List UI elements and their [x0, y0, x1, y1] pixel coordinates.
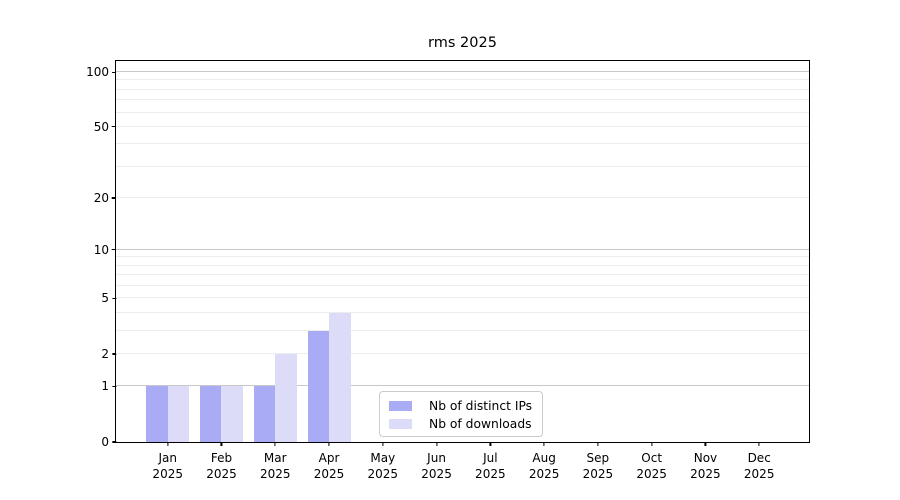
- y-tick: 20: [94, 191, 116, 205]
- y-tick-label: 10: [93, 242, 109, 257]
- bar-distinct-ips-feb: [199, 386, 222, 442]
- gridline-minor: [116, 256, 809, 258]
- x-tick-year: 2025: [421, 467, 452, 481]
- y-tick-mark: [112, 297, 116, 299]
- x-tick-mark: [435, 442, 438, 446]
- legend: Nb of distinct IPs Nb of downloads: [379, 391, 543, 437]
- x-tick-mark: [758, 442, 760, 446]
- x-tick-label-jan: Jan 2025: [152, 451, 183, 481]
- legend-swatch-distinct-ips: [389, 401, 412, 411]
- x-tick-label-feb: Feb 2025: [206, 451, 237, 481]
- gridline-minor: [116, 125, 809, 127]
- y-tick-mark: [112, 385, 116, 388]
- x-tick-mark: [328, 442, 330, 446]
- legend-label-downloads: Nb of downloads: [429, 417, 532, 431]
- x-tick-label-jun: Jun 2025: [421, 451, 452, 481]
- chart-title: rms 2025: [428, 35, 497, 51]
- bar-downloads-mar: [275, 353, 297, 442]
- x-tick-mark: [382, 442, 384, 446]
- gridline-minor: [116, 79, 809, 81]
- x-tick-year: 2025: [743, 467, 775, 481]
- x-tick-year: 2025: [636, 467, 667, 481]
- x-tick-label-oct: Oct 2025: [636, 451, 667, 481]
- x-tick-label-apr: Apr 2025: [313, 451, 345, 481]
- x-tick-mark: [167, 442, 169, 446]
- y-tick: 1: [101, 379, 116, 393]
- y-tick-mark: [112, 126, 116, 128]
- y-tick: 100: [86, 65, 116, 79]
- plot-area: Nb of distinct IPs Nb of downloads 0 1 2 5 1…: [86, 60, 810, 481]
- x-tick-year: 2025: [152, 467, 183, 481]
- x-tick-year: 2025: [367, 467, 399, 481]
- x-tick-mark: [543, 442, 545, 446]
- gridline-major: [116, 385, 809, 387]
- x-tick-mark: [489, 442, 491, 446]
- gridline-minor: [116, 143, 809, 145]
- gridline-minor: [116, 274, 809, 276]
- x-tick-year: 2025: [582, 467, 614, 481]
- x-tick-year: 2025: [690, 467, 721, 481]
- gridline-minor: [116, 352, 809, 354]
- x-tick-mark: [274, 442, 276, 446]
- y-tick-mark: [112, 197, 116, 199]
- gridline-minor: [116, 196, 809, 198]
- x-tick-label-mar: Mar 2025: [259, 451, 291, 481]
- y-tick: 50: [94, 120, 116, 134]
- x-tick-mark: [704, 442, 707, 446]
- gridline-minor: [116, 88, 809, 90]
- x-tick-mark: [597, 442, 599, 446]
- bar-downloads-apr: [329, 313, 351, 442]
- x-tick-year: 2025: [313, 467, 345, 481]
- gridline-minor: [116, 264, 809, 266]
- gridline-major: [116, 71, 809, 73]
- legend-item-downloads: Nb of downloads: [389, 415, 542, 433]
- gridline-minor: [116, 285, 809, 287]
- y-tick: 10: [94, 243, 116, 257]
- bar-distinct-ips-apr: [307, 330, 330, 442]
- gridline-minor: [116, 312, 809, 314]
- gridline-minor: [116, 99, 809, 101]
- bar-downloads-feb: [221, 386, 243, 442]
- legend-item-distinct-ips: Nb of distinct IPs: [389, 397, 542, 415]
- x-tick-label-may: May 2025: [367, 451, 399, 481]
- x-tick-year: 2025: [475, 467, 506, 481]
- y-tick: 2: [101, 347, 116, 361]
- x-tick-year: 2025: [528, 467, 560, 481]
- x-tick-year: 2025: [259, 467, 291, 481]
- y-tick-label: 100: [86, 65, 109, 80]
- x-tick-label-nov: Nov 2025: [690, 451, 721, 481]
- gridline-minor: [116, 111, 809, 113]
- x-tick-mark: [220, 442, 223, 446]
- y-tick-mark: [112, 441, 116, 443]
- x-tick-mark: [651, 442, 653, 446]
- bar-distinct-ips-jan: [146, 386, 168, 442]
- x-tick-label-dec: Dec 2025: [743, 451, 775, 481]
- gridline-minor: [116, 329, 809, 331]
- y-tick-mark: [112, 353, 116, 355]
- y-tick-label: 2: [101, 346, 109, 361]
- bar-downloads-jan: [167, 386, 190, 442]
- y-tick-mark: [112, 71, 116, 73]
- legend-label-distinct-ips: Nb of distinct IPs: [429, 399, 533, 413]
- gridline-major: [116, 248, 809, 250]
- y-tick-label: 5: [101, 291, 109, 306]
- y-tick-label: 20: [93, 190, 109, 205]
- y-tick-label: 1: [101, 379, 109, 394]
- y-tick-label: 50: [93, 119, 109, 134]
- x-tick-year: 2025: [206, 467, 237, 481]
- x-tick-label-jul: Jul 2025: [475, 451, 506, 481]
- legend-swatch-downloads: [389, 419, 412, 429]
- bar-distinct-ips-mar: [253, 386, 276, 442]
- gridline-minor: [116, 297, 809, 299]
- x-tick-label-aug: Aug 2025: [528, 451, 560, 481]
- y-tick-label: 0: [101, 435, 109, 449]
- gridline-minor: [116, 165, 809, 167]
- y-tick: 5: [101, 291, 116, 305]
- y-tick-mark: [112, 249, 116, 251]
- x-tick-label-sep: Sep 2025: [582, 451, 614, 481]
- y-tick: 0: [101, 435, 116, 449]
